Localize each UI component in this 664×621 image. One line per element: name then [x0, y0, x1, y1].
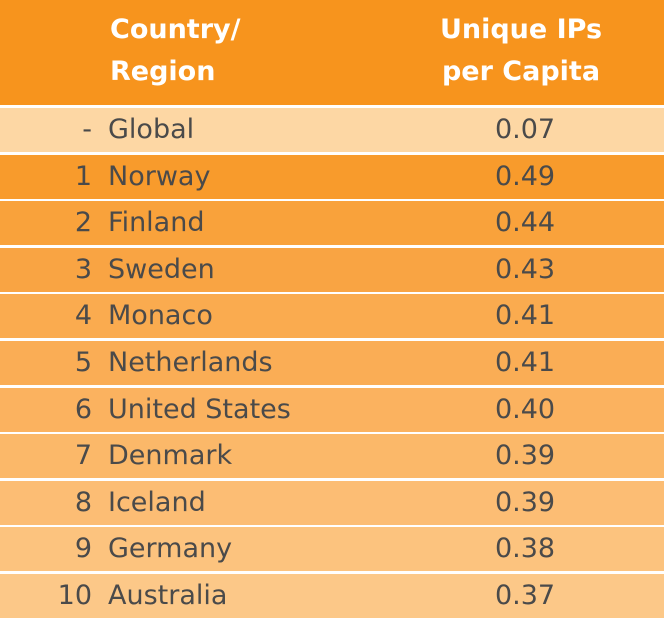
table-row: 3 Sweden 0.43 [0, 247, 664, 292]
unique-ips-per-capita-header: Unique IPs per Capita [380, 9, 662, 93]
rank-cell: - [82, 114, 92, 145]
table-row: 10 Australia 0.37 [0, 574, 664, 618]
table-row: 5 Netherlands 0.41 [0, 341, 664, 385]
value-cell: 0.39 [494, 440, 556, 472]
value-header-line-2: per Capita [441, 56, 601, 87]
value-cell: 0.40 [494, 393, 556, 425]
country-cell: Australia [108, 580, 228, 611]
rank-cell: 8 [74, 486, 92, 518]
table-row: 9 Germany 0.38 [0, 527, 664, 572]
rank-cell: 7 [74, 440, 92, 472]
value-cell: 0.41 [494, 347, 556, 378]
rank-cell: 6 [74, 393, 92, 425]
value-cell: 0.49 [494, 160, 556, 192]
country-header-line-1: Country/ [110, 14, 241, 45]
table-row: 1 Norway 0.49 [0, 154, 664, 199]
table-row: - Global 0.07 [0, 108, 664, 152]
country-cell: Sweden [108, 253, 215, 285]
value-cell: 0.38 [494, 533, 556, 565]
rank-cell: 10 [57, 580, 92, 611]
country-cell: Germany [108, 533, 233, 565]
table-row: 2 Finland 0.44 [0, 201, 664, 246]
value-cell: 0.41 [494, 300, 556, 332]
country-cell: Norway [108, 160, 211, 192]
rank-cell: 1 [74, 160, 92, 192]
country-cell: Finland [108, 207, 205, 239]
country-cell: United States [108, 393, 291, 425]
rank-cell: 5 [74, 347, 92, 378]
rank-cell: 9 [74, 533, 92, 565]
value-cell: 0.39 [494, 486, 556, 518]
value-header-line-1: Unique IPs [439, 14, 603, 45]
rank-cell: 4 [74, 300, 92, 332]
value-cell: 0.44 [494, 207, 556, 239]
country-cell: Netherlands [108, 347, 273, 378]
rank-cell: 3 [74, 253, 92, 285]
value-cell: 0.07 [494, 114, 556, 145]
table-row: 7 Denmark 0.39 [0, 434, 664, 479]
country-cell: Monaco [108, 300, 213, 332]
country-cell: Denmark [108, 440, 233, 472]
table-row: 4 Monaco 0.41 [0, 294, 664, 339]
value-cell: 0.37 [494, 580, 556, 611]
country-header-line-2: Region [110, 56, 216, 87]
country-cell: Iceland [108, 486, 206, 518]
country-region-header: Country/ Region [110, 9, 330, 93]
rank-cell: 2 [74, 207, 92, 239]
table-row: 8 Iceland 0.39 [0, 480, 664, 525]
table-header: Country/ Region Unique IPs per Capita [0, 0, 664, 105]
table-row: 6 United States 0.40 [0, 387, 664, 432]
country-cell: Global [108, 114, 195, 145]
value-cell: 0.43 [494, 253, 556, 285]
